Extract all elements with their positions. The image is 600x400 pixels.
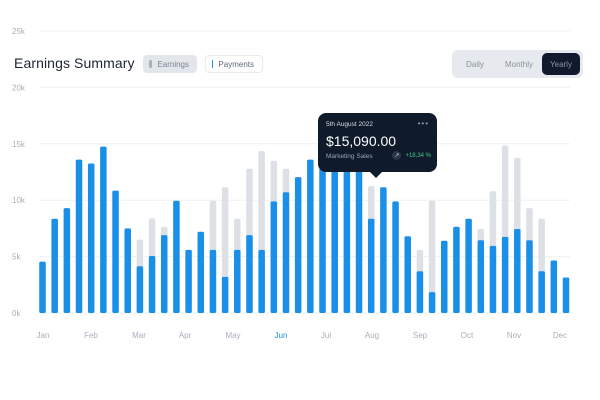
tooltip-label: Marketing Sales xyxy=(326,153,373,160)
x-tick-label: Sep xyxy=(413,331,428,340)
payments-bar[interactable] xyxy=(258,249,265,313)
payments-bar[interactable] xyxy=(428,292,436,313)
y-tick-label: 20k xyxy=(12,83,26,92)
payments-bar[interactable] xyxy=(197,231,205,313)
x-tick-label: Dec xyxy=(553,331,567,340)
payments-bar[interactable] xyxy=(355,162,363,313)
x-tick-label: Aug xyxy=(365,331,379,340)
payments-bar[interactable] xyxy=(246,235,253,313)
payments-bar[interactable] xyxy=(307,159,314,313)
y-tick-label: 5k xyxy=(12,253,21,262)
payments-bar[interactable] xyxy=(380,187,387,313)
x-tick-label: Feb xyxy=(84,331,98,340)
page-title: Earnings Summary xyxy=(14,55,135,71)
tooltip-value: $15,090.00 xyxy=(326,133,397,149)
tooltip-date: 5th August 2022 xyxy=(326,121,373,128)
payments-bar[interactable] xyxy=(465,218,472,313)
payments-bar[interactable] xyxy=(404,236,411,313)
x-tick-label: Mar xyxy=(132,331,146,340)
payments-bar[interactable] xyxy=(185,249,192,313)
legend-earnings-label: Earnings xyxy=(157,59,189,69)
x-tick-label: Nov xyxy=(507,331,521,340)
x-tick-label: Oct xyxy=(461,331,474,340)
payments-bar[interactable] xyxy=(124,228,131,313)
payments-swatch-icon xyxy=(212,60,214,68)
trend-up-arrow-icon: ↗ xyxy=(392,151,402,160)
payments-bar[interactable] xyxy=(112,190,119,313)
payments-bar[interactable] xyxy=(514,228,521,313)
period-monthly-button[interactable]: Monthly xyxy=(504,59,533,69)
payments-bar[interactable] xyxy=(282,192,290,313)
payments-bar[interactable] xyxy=(136,266,144,313)
payments-bar[interactable] xyxy=(173,200,180,313)
period-toggle: Daily Monthly Yearly xyxy=(452,50,583,78)
legend-earnings[interactable]: Earnings xyxy=(143,55,197,73)
earnings-bar[interactable] xyxy=(428,200,436,313)
payments-bar[interactable] xyxy=(538,271,545,313)
payments-bar[interactable] xyxy=(319,168,326,313)
y-tick-label: 10k xyxy=(12,196,26,205)
period-yearly-button[interactable]: Yearly xyxy=(542,53,580,75)
y-tick-label: 25k xyxy=(12,27,26,36)
payments-bar[interactable] xyxy=(501,236,509,313)
payments-bar[interactable] xyxy=(453,226,460,313)
payments-bar[interactable] xyxy=(343,170,351,313)
earnings-swatch-icon xyxy=(149,60,153,68)
x-tick-label: Jan xyxy=(37,331,50,340)
payments-bar[interactable] xyxy=(526,240,533,313)
legend-payments[interactable]: Payments xyxy=(205,55,263,73)
payments-bar[interactable] xyxy=(221,276,229,313)
x-tick-label: Jun xyxy=(275,331,288,340)
x-tick-label: Jul xyxy=(321,331,331,340)
payments-bar[interactable] xyxy=(416,271,424,313)
payments-bar[interactable] xyxy=(100,146,107,313)
period-daily-button[interactable]: Daily xyxy=(466,59,484,69)
tooltip-change-value: +18,34 % xyxy=(405,152,431,159)
payments-bar[interactable] xyxy=(550,260,558,313)
chart-tooltip: 5th August 2022 ••• $15,090.00 Marketing… xyxy=(318,113,437,178)
payments-bar[interactable] xyxy=(562,277,570,313)
payments-bar[interactable] xyxy=(234,249,241,313)
payments-bar[interactable] xyxy=(367,218,375,313)
tooltip-change: ↗ +18,34 % xyxy=(392,151,431,160)
payments-bar[interactable] xyxy=(392,201,399,313)
payments-bar[interactable] xyxy=(51,218,58,313)
more-dots-icon[interactable]: ••• xyxy=(417,119,429,128)
x-tick-label: May xyxy=(225,331,240,340)
payments-bar[interactable] xyxy=(209,249,217,313)
payments-bar[interactable] xyxy=(270,201,278,313)
payments-bar[interactable] xyxy=(39,261,46,313)
legend-payments-label: Payments xyxy=(218,59,254,69)
payments-bar[interactable] xyxy=(441,240,448,313)
payments-bar[interactable] xyxy=(331,167,338,313)
payments-bar[interactable] xyxy=(75,159,83,313)
payments-bar[interactable] xyxy=(63,208,71,313)
y-tick-label: 0k xyxy=(12,309,21,318)
x-tick-label: Apr xyxy=(179,331,192,340)
payments-bar[interactable] xyxy=(489,245,497,313)
payments-bar[interactable] xyxy=(87,163,95,313)
payments-bar[interactable] xyxy=(148,256,156,313)
payments-bar[interactable] xyxy=(160,235,168,313)
y-tick-label: 15k xyxy=(12,140,26,149)
payments-bar[interactable] xyxy=(477,240,485,313)
payments-bar[interactable] xyxy=(294,177,302,313)
